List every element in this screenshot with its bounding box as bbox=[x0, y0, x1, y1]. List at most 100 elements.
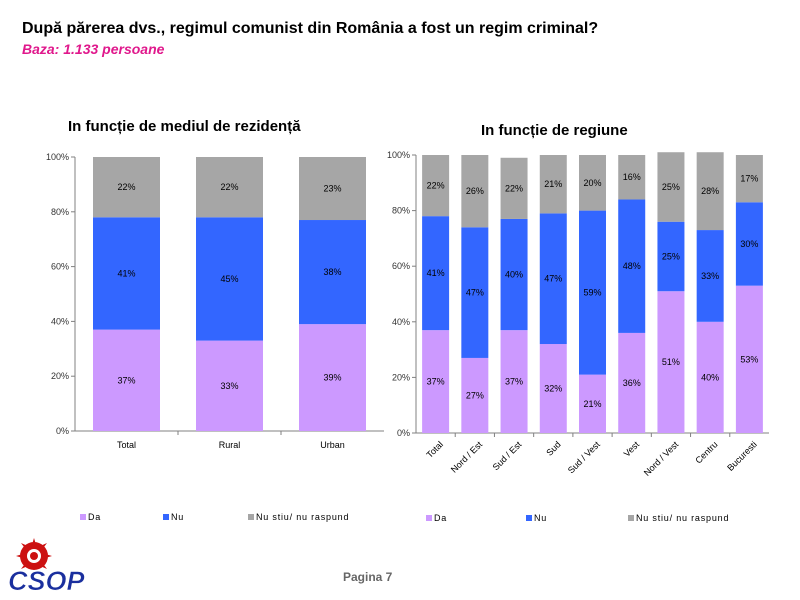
legend-swatch-nu-stiu-nu-raspund bbox=[248, 514, 254, 520]
legend-swatch-da bbox=[80, 514, 86, 520]
bar-nu bbox=[579, 210, 606, 375]
bar-da bbox=[93, 329, 160, 431]
x-tick-label: Vest bbox=[622, 439, 642, 459]
data-label-nu-stiu-nu-raspund: 22% bbox=[505, 183, 523, 193]
data-label-nu: 45% bbox=[220, 274, 238, 284]
data-label-nu-stiu-nu-raspund: 20% bbox=[583, 178, 601, 188]
data-label-da: 36% bbox=[623, 378, 641, 388]
y-tick-label: 0% bbox=[397, 428, 410, 438]
legend-label-da: Da bbox=[434, 513, 447, 523]
data-label-nu-stiu-nu-raspund: 26% bbox=[466, 186, 484, 196]
data-label-nu: 48% bbox=[623, 261, 641, 271]
bar-nu bbox=[696, 230, 724, 322]
y-tick-label: 40% bbox=[51, 316, 69, 326]
data-label-nu: 25% bbox=[662, 251, 680, 261]
chart-title-region: In funcție de regiune bbox=[481, 122, 628, 139]
legend-label-nu: Nu bbox=[171, 512, 184, 522]
bar-da bbox=[299, 324, 366, 431]
data-label-da: 51% bbox=[662, 357, 680, 367]
legend-label-da: Da bbox=[88, 512, 101, 522]
data-label-da: 21% bbox=[583, 399, 601, 409]
data-label-nu: 41% bbox=[117, 268, 135, 278]
x-tick-label: Urban bbox=[320, 440, 345, 450]
data-label-nu: 30% bbox=[740, 239, 758, 249]
page-title: După părerea dvs., regimul comunist din … bbox=[22, 20, 599, 37]
x-tick-label: Total bbox=[425, 439, 446, 460]
bar-nu-stiu-nu-raspund bbox=[500, 157, 528, 219]
y-tick-label: 40% bbox=[392, 317, 410, 327]
logo-text: CSOP bbox=[8, 566, 86, 594]
data-label-nu-stiu-nu-raspund: 22% bbox=[427, 181, 445, 191]
data-label-nu-stiu-nu-raspund: 22% bbox=[220, 182, 238, 192]
bar-da bbox=[735, 285, 763, 433]
x-tick-label: Bucuresti bbox=[725, 439, 759, 473]
data-label-da: 53% bbox=[740, 354, 758, 364]
legend-label-nu-stiu-nu-raspund: Nu stiu/ nu raspund bbox=[636, 513, 729, 523]
y-tick-label: 0% bbox=[56, 426, 69, 436]
bar-nu bbox=[539, 213, 567, 345]
x-tick-label: Nord / Est bbox=[449, 439, 485, 475]
bar-nu bbox=[618, 199, 646, 333]
y-tick-label: 20% bbox=[392, 372, 410, 382]
data-label-nu-stiu-nu-raspund: 16% bbox=[623, 172, 641, 182]
legend-label-nu-stiu-nu-raspund: Nu stiu/ nu raspund bbox=[256, 512, 349, 522]
bar-nu-stiu-nu-raspund bbox=[735, 155, 763, 203]
bar-nu bbox=[500, 218, 528, 331]
bar-da bbox=[500, 330, 528, 433]
bar-nu-stiu-nu-raspund bbox=[461, 155, 489, 228]
data-label-nu: 33% bbox=[701, 271, 719, 281]
bar-nu bbox=[461, 227, 489, 358]
bar-nu-stiu-nu-raspund bbox=[539, 155, 567, 214]
data-label-da: 39% bbox=[323, 373, 341, 383]
y-tick-label: 100% bbox=[46, 152, 69, 162]
data-label-nu: 47% bbox=[466, 288, 484, 298]
legend-swatch-nu-stiu-nu-raspund bbox=[628, 515, 634, 521]
data-label-nu-stiu-nu-raspund: 23% bbox=[323, 184, 341, 194]
bar-da bbox=[539, 344, 567, 433]
legend-label-nu: Nu bbox=[534, 513, 547, 523]
y-tick-label: 20% bbox=[51, 371, 69, 381]
data-label-nu-stiu-nu-raspund: 17% bbox=[740, 174, 758, 184]
bar-nu bbox=[93, 217, 160, 330]
logo-burst-icon bbox=[16, 538, 52, 570]
x-tick-label: Rural bbox=[219, 440, 241, 450]
data-label-da: 37% bbox=[117, 375, 135, 385]
data-label-nu-stiu-nu-raspund: 22% bbox=[117, 182, 135, 192]
data-label-nu: 41% bbox=[427, 268, 445, 278]
bar-da bbox=[461, 357, 489, 433]
y-tick-label: 100% bbox=[387, 150, 410, 160]
x-tick-label: Total bbox=[117, 440, 136, 450]
data-label-da: 37% bbox=[427, 377, 445, 387]
x-tick-label: Sud / Est bbox=[491, 439, 524, 472]
bar-nu bbox=[196, 217, 263, 341]
x-tick-label: Sud / Vest bbox=[566, 439, 602, 475]
page-number: Pagina 7 bbox=[343, 570, 393, 584]
y-tick-label: 80% bbox=[51, 207, 69, 217]
bar-nu-stiu-nu-raspund bbox=[696, 152, 724, 231]
data-label-nu: 47% bbox=[544, 274, 562, 284]
bar-da bbox=[618, 332, 646, 433]
legend-swatch-da bbox=[426, 515, 432, 521]
page-subtitle: Baza: 1.133 persoane bbox=[22, 41, 165, 57]
bar-nu-stiu-nu-raspund bbox=[299, 157, 366, 221]
bar-da bbox=[422, 330, 450, 433]
data-label-nu-stiu-nu-raspund: 21% bbox=[544, 179, 562, 189]
bar-da bbox=[696, 321, 724, 433]
data-label-da: 37% bbox=[505, 377, 523, 387]
data-label-nu: 40% bbox=[505, 270, 523, 280]
bar-nu-stiu-nu-raspund bbox=[93, 157, 160, 218]
y-tick-label: 60% bbox=[51, 262, 69, 272]
data-label-nu: 59% bbox=[583, 288, 601, 298]
bar-da bbox=[657, 291, 685, 433]
chart-title-residence: In funcție de mediul de rezidență bbox=[68, 118, 301, 135]
data-label-da: 27% bbox=[466, 390, 484, 400]
data-label-nu-stiu-nu-raspund: 28% bbox=[701, 186, 719, 196]
bar-nu bbox=[299, 220, 366, 325]
bar-nu bbox=[657, 221, 685, 292]
x-tick-label: Centru bbox=[693, 439, 719, 465]
csop-logo: CSOP bbox=[6, 538, 96, 596]
legend-swatch-nu bbox=[163, 514, 169, 520]
y-tick-label: 80% bbox=[392, 206, 410, 216]
data-label-da: 32% bbox=[544, 384, 562, 394]
